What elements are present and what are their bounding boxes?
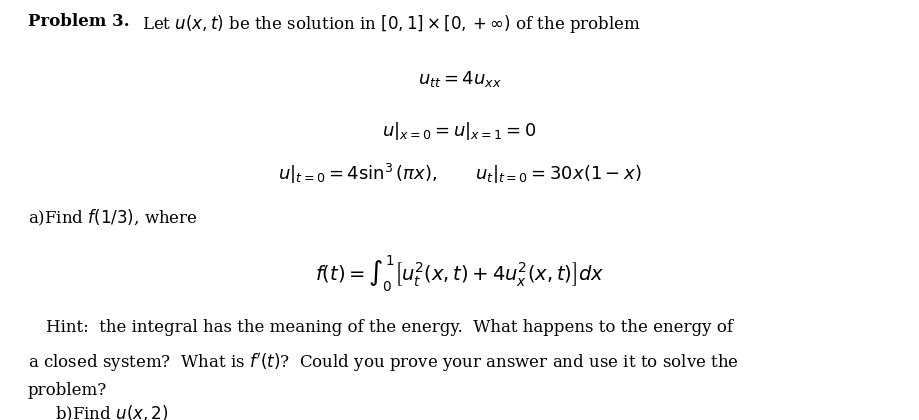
- Text: $u|_{t=0} = 4\sin^3(\pi x), \qquad u_t|_{t=0} = 30x(1 - x)$: $u|_{t=0} = 4\sin^3(\pi x), \qquad u_t|_…: [278, 162, 641, 186]
- Text: $u|_{x=0} = u|_{x=1} = 0$: $u|_{x=0} = u|_{x=1} = 0$: [382, 120, 537, 142]
- Text: Problem 3.: Problem 3.: [28, 13, 130, 29]
- Text: problem?: problem?: [28, 382, 107, 399]
- Text: Let $u(x, t)$ be the solution in $[0, 1] \times [0, +\infty)$ of the problem: Let $u(x, t)$ be the solution in $[0, 1]…: [142, 13, 641, 34]
- Text: Hint:  the integral has the meaning of the energy.  What happens to the energy o: Hint: the integral has the meaning of th…: [46, 319, 733, 336]
- Text: a)Find $f(1/3)$, where: a)Find $f(1/3)$, where: [28, 208, 198, 228]
- Text: $u_{tt} = 4u_{xx}$: $u_{tt} = 4u_{xx}$: [417, 69, 502, 89]
- Text: b)Find $u(x, 2)$: b)Find $u(x, 2)$: [55, 404, 169, 420]
- Text: $f(t) = \int_0^1 \left[u_t^2(x, t) + 4u_x^2(x, t)\right] dx$: $f(t) = \int_0^1 \left[u_t^2(x, t) + 4u_…: [314, 254, 605, 294]
- Text: a closed system?  What is $f'(t)$?  Could you prove your answer and use it to so: a closed system? What is $f'(t)$? Could …: [28, 351, 739, 374]
